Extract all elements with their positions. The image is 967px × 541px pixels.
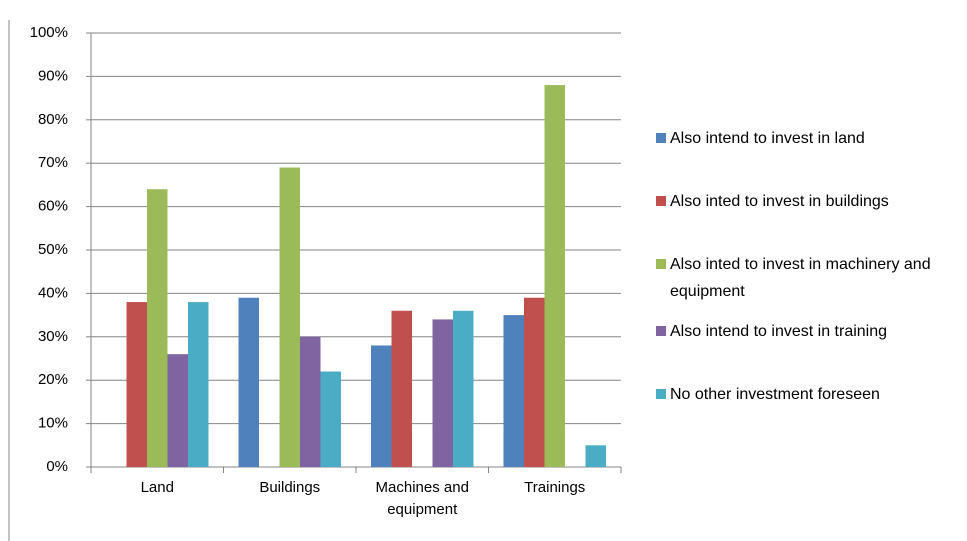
y-tick-label: 60% (38, 198, 68, 215)
bar (300, 336, 321, 467)
legend-swatch (656, 389, 666, 399)
y-tick-label: 20% (38, 371, 68, 388)
y-tick-label: 40% (38, 284, 68, 301)
y-tick-label: 30% (38, 328, 68, 345)
legend-swatch (656, 196, 666, 206)
bar (585, 445, 606, 467)
bar (453, 310, 474, 467)
x-tick-label: Land (140, 479, 174, 496)
bar (503, 315, 524, 467)
x-tick-label: Buildings (259, 479, 321, 496)
bar (126, 302, 147, 467)
y-tick-label: 50% (38, 241, 68, 258)
legend-label: Also intend to invest in training (670, 323, 888, 340)
bar (188, 302, 209, 467)
bar (238, 297, 259, 467)
legend-label: Also inted to invest in buildings (670, 193, 889, 210)
bar (147, 189, 168, 468)
x-tick-label: Trainings (524, 479, 586, 496)
bar (167, 354, 188, 467)
y-tick-label: 80% (38, 111, 68, 128)
legend-swatch (656, 133, 666, 143)
y-tick-label: 0% (46, 458, 68, 475)
bar (371, 345, 392, 467)
y-tick-label: 90% (38, 67, 68, 84)
bar (391, 310, 412, 467)
legend-swatch (656, 326, 666, 336)
legend-label: Also inted to invest in machinery and eq… (670, 256, 931, 300)
y-tick-label: 10% (38, 415, 68, 432)
y-tick-label: 70% (38, 154, 68, 171)
legend-label: Also intend to invest in land (670, 130, 865, 147)
y-tick-label: 100% (30, 24, 68, 41)
x-tick-label: Machines and equipment (375, 479, 469, 518)
bar (279, 167, 300, 468)
bar (432, 319, 453, 467)
legend-swatch (656, 259, 666, 269)
bar (544, 85, 565, 467)
bar (320, 371, 341, 467)
bar (524, 297, 545, 467)
legend-label: No other investment foreseen (670, 386, 880, 403)
